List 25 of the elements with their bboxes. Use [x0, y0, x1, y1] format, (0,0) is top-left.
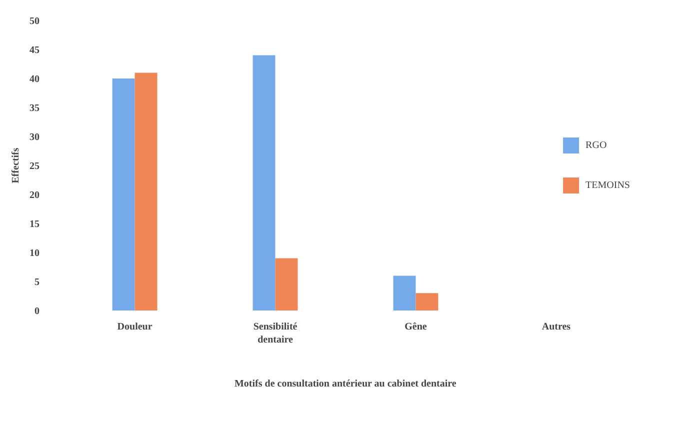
bar	[112, 78, 135, 310]
legend-label: TEMOINS	[586, 180, 630, 190]
y-tick-label: 15	[30, 219, 40, 230]
x-tick-label: Douleur	[117, 322, 153, 332]
y-tick-label: 20	[30, 190, 40, 201]
legend-label: RGO	[586, 140, 607, 150]
y-tick-label: 5	[34, 277, 40, 288]
x-axis-title: Motifs de consultation antérieur au cabinet dentaire	[234, 378, 457, 390]
y-tick-label: 50	[30, 16, 40, 27]
y-tick-label: 10	[30, 248, 40, 259]
bar	[416, 293, 438, 310]
x-tick-label: Autres	[542, 322, 571, 332]
y-tick-label: 40	[30, 74, 40, 85]
y-axis-title: Effectifs	[10, 148, 22, 184]
y-tick-label: 0	[34, 306, 40, 317]
x-tick-label: Sensibilité dentaire	[253, 322, 298, 346]
y-tick-label: 30	[30, 132, 40, 143]
y-tick-label: 45	[30, 45, 40, 56]
y-tick-label: 35	[30, 103, 40, 114]
x-tick-label: Gêne	[404, 322, 428, 332]
bar	[275, 258, 298, 310]
bar	[134, 72, 158, 310]
bar	[252, 55, 276, 310]
y-tick-label: 25	[30, 161, 40, 172]
bar	[393, 276, 416, 310]
